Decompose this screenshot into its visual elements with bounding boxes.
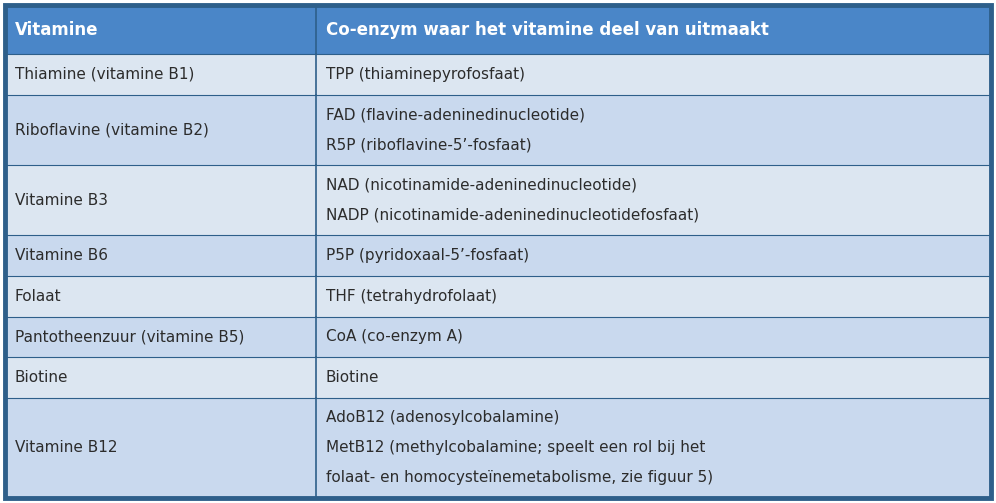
Text: TPP (thiaminepyrofosfaat): TPP (thiaminepyrofosfaat) (326, 67, 525, 82)
Bar (5, 398, 991, 498)
Text: Folaat: Folaat (15, 289, 62, 304)
Text: Thiamine (vitamine B1): Thiamine (vitamine B1) (15, 67, 194, 82)
Text: NAD (nicotinamide-adeninedinucleotide): NAD (nicotinamide-adeninedinucleotide) (326, 178, 636, 193)
Bar (5, 357, 991, 398)
Text: R5P (riboflavine-5’-fosfaat): R5P (riboflavine-5’-fosfaat) (326, 137, 531, 152)
Bar (5, 316, 991, 357)
Text: Pantotheenzuur (vitamine B5): Pantotheenzuur (vitamine B5) (15, 329, 244, 345)
Text: THF (tetrahydrofolaat): THF (tetrahydrofolaat) (326, 289, 497, 304)
Text: P5P (pyridoxaal-5’-fosfaat): P5P (pyridoxaal-5’-fosfaat) (326, 248, 529, 263)
Bar (5, 276, 991, 316)
Text: NADP (nicotinamide-adeninedinucleotidefosfaat): NADP (nicotinamide-adeninedinucleotidefo… (326, 208, 699, 223)
Text: Biotine: Biotine (15, 370, 69, 385)
Bar (5, 235, 991, 276)
Text: Riboflavine (vitamine B2): Riboflavine (vitamine B2) (15, 122, 209, 137)
Bar (5, 5, 991, 54)
Text: MetB12 (methylcobalamine; speelt een rol bij het: MetB12 (methylcobalamine; speelt een rol… (326, 440, 705, 455)
Bar (5, 95, 991, 165)
Text: Vitamine: Vitamine (15, 21, 99, 39)
Text: CoA (co-enzym A): CoA (co-enzym A) (326, 329, 462, 345)
Bar (5, 54, 991, 95)
Bar (5, 165, 991, 235)
Text: Biotine: Biotine (326, 370, 379, 385)
Text: Co-enzym waar het vitamine deel van uitmaakt: Co-enzym waar het vitamine deel van uitm… (326, 21, 769, 39)
Text: Vitamine B3: Vitamine B3 (15, 193, 108, 208)
Text: folaat- en homocysteïnemetabolisme, zie figuur 5): folaat- en homocysteïnemetabolisme, zie … (326, 470, 713, 485)
Text: Vitamine B12: Vitamine B12 (15, 440, 118, 455)
Text: AdoB12 (adenosylcobalamine): AdoB12 (adenosylcobalamine) (326, 410, 559, 426)
Text: Vitamine B6: Vitamine B6 (15, 248, 108, 263)
Text: FAD (flavine-adeninedinucleotide): FAD (flavine-adeninedinucleotide) (326, 108, 585, 122)
